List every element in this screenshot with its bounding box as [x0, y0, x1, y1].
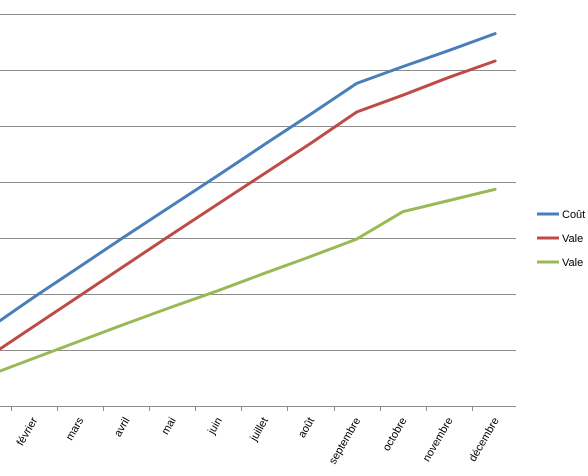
series-line-1: [0, 32, 497, 323]
legend: Coût Vale Vale: [537, 209, 585, 269]
x-tick-label: septembre: [327, 416, 363, 467]
x-axis: [0, 406, 516, 411]
x-tick-labels: janvierfévriermarsavrilmaijuinjuilletaoû…: [15, 415, 502, 467]
legend-label-2: Vale: [562, 233, 583, 245]
x-tick-label: mars: [64, 415, 87, 443]
legend-label-1: Coût: [562, 209, 585, 221]
x-tick-label: mai: [159, 416, 178, 437]
gridlines: [0, 14, 516, 351]
x-tick-label: avril: [112, 416, 132, 439]
x-tick-label: août: [296, 416, 317, 441]
x-tick-label: octobre: [381, 416, 410, 454]
legend-label-3: Vale: [562, 257, 583, 269]
series-lines: [0, 32, 497, 373]
x-tick-label: juin: [205, 416, 224, 438]
series-line-2: [0, 59, 497, 351]
x-tick-label: février: [15, 415, 41, 448]
x-tick-label: novembre: [421, 416, 456, 464]
x-tick-label: juillet: [248, 416, 271, 445]
series-line-3: [0, 187, 497, 373]
x-tick-label: décembre: [467, 416, 502, 464]
